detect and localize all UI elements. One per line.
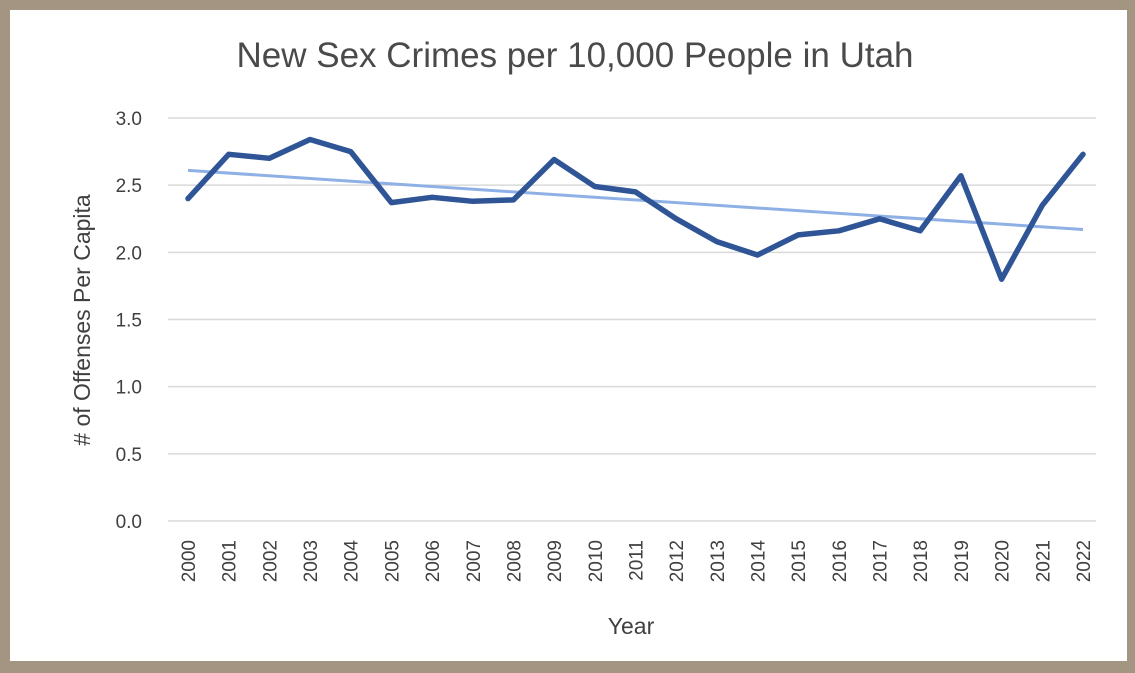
y-tick-label: 1.0 bbox=[116, 378, 142, 399]
x-tick-label: 2007 bbox=[464, 540, 485, 582]
data-point bbox=[755, 252, 760, 258]
x-tick-label: 2021 bbox=[1033, 540, 1054, 582]
data-point bbox=[714, 239, 720, 244]
x-tick-label: 2018 bbox=[911, 540, 932, 582]
data-point bbox=[836, 228, 842, 234]
series-layer bbox=[185, 136, 1086, 282]
y-tick-label: 2.5 bbox=[116, 176, 142, 197]
x-tick-label: 2011 bbox=[626, 540, 647, 581]
series-line bbox=[185, 136, 1086, 282]
data-point bbox=[918, 228, 923, 234]
x-axis-title: Year bbox=[608, 613, 655, 639]
x-tick-label: 2002 bbox=[260, 540, 281, 582]
y-tick-label: 3.0 bbox=[116, 109, 142, 130]
data-point bbox=[1040, 203, 1045, 208]
y-tick-label: 0.0 bbox=[116, 512, 142, 533]
x-tick-label: 2003 bbox=[301, 540, 322, 582]
x-tick-label: 2015 bbox=[789, 540, 810, 582]
data-point bbox=[389, 200, 394, 205]
data-point bbox=[511, 197, 516, 203]
trendline bbox=[187, 168, 1084, 231]
y-tick-label: 2.0 bbox=[116, 243, 142, 264]
data-point bbox=[470, 199, 475, 204]
x-tick-label: 2020 bbox=[993, 540, 1014, 582]
data-point bbox=[267, 156, 272, 161]
data-point bbox=[348, 149, 353, 154]
data-point bbox=[633, 189, 638, 195]
x-tick-label: 2005 bbox=[382, 540, 403, 582]
x-tick-label: 2017 bbox=[871, 540, 892, 582]
data-point bbox=[551, 157, 557, 162]
x-tick-label: 2010 bbox=[586, 540, 607, 582]
data-point bbox=[226, 152, 231, 157]
x-tick-label: 2000 bbox=[179, 540, 200, 582]
data-point bbox=[307, 137, 313, 142]
data-point bbox=[185, 196, 191, 201]
y-axis-title: # of Offenses Per Capita bbox=[69, 194, 95, 446]
x-axis-ticks: 2000 2001 2002 2003 2004 2005 2006 2007 2008 2009… bbox=[179, 540, 1095, 583]
y-tick-label: 1.5 bbox=[116, 311, 142, 332]
chart-title: New Sex Crimes per 10,000 People in Utah bbox=[236, 36, 913, 75]
x-tick-label: 2006 bbox=[423, 540, 444, 582]
x-tick-label: 2022 bbox=[1074, 540, 1095, 582]
x-tick-label: 2014 bbox=[749, 540, 770, 583]
data-point bbox=[958, 173, 964, 178]
x-tick-label: 2009 bbox=[545, 540, 566, 582]
data-point bbox=[673, 216, 679, 221]
x-tick-label: 2013 bbox=[708, 540, 729, 582]
x-tick-label: 2001 bbox=[220, 540, 241, 582]
y-tick-label: 0.5 bbox=[116, 445, 142, 466]
x-tick-label: 2008 bbox=[504, 540, 525, 582]
data-point bbox=[1080, 152, 1086, 157]
y-axis-ticks: 0.0 0.5 1.0 1.5 2.0 2.5 3.0 bbox=[116, 109, 142, 533]
gridlines bbox=[168, 117, 1096, 522]
x-tick-label: 2004 bbox=[342, 540, 363, 583]
data-point bbox=[999, 277, 1004, 282]
x-tick-label: 2019 bbox=[952, 540, 973, 582]
data-point bbox=[592, 184, 597, 189]
x-tick-label: 2012 bbox=[667, 540, 688, 582]
data-point bbox=[877, 216, 882, 221]
x-tick-label: 2016 bbox=[830, 540, 851, 582]
data-point bbox=[429, 195, 435, 200]
data-point bbox=[796, 232, 801, 238]
